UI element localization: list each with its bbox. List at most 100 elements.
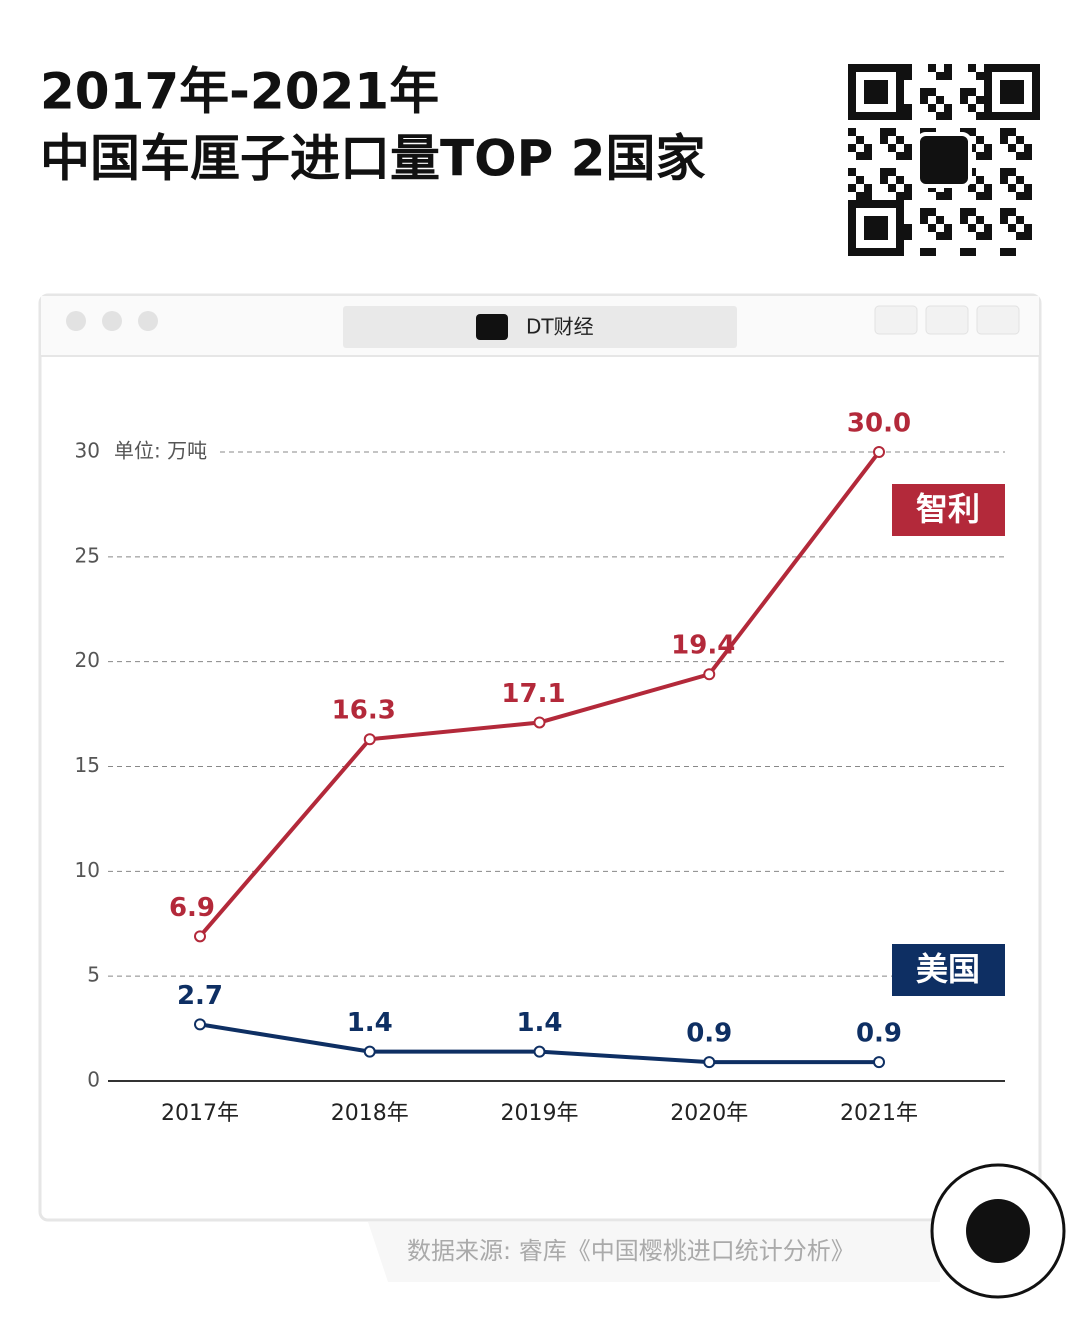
qr-cell (968, 64, 976, 72)
qr-cell (888, 144, 896, 152)
qr-cell (888, 168, 896, 176)
qr-cell (904, 104, 912, 112)
y-tick-label: 15 (75, 753, 100, 777)
qr-cell (960, 216, 968, 224)
qr-cell (880, 176, 888, 184)
qr-cell (968, 88, 976, 96)
qr-cell (936, 232, 944, 240)
qr-cell (976, 136, 984, 144)
qr-cell (1016, 152, 1024, 160)
qr-cell (984, 152, 992, 160)
qr-cell (896, 152, 904, 160)
window-button[interactable] (66, 311, 86, 331)
qr-cell (1008, 128, 1016, 136)
qr-cell (1000, 168, 1008, 176)
qr-cell (968, 248, 976, 256)
qr-cell (880, 168, 888, 176)
qr-cell (1000, 136, 1008, 144)
qr-code (848, 64, 1040, 256)
qr-cell (976, 72, 984, 80)
value-label: 6.9 (169, 893, 215, 923)
qr-cell (920, 208, 928, 216)
qr-cell (944, 104, 952, 112)
qr-cell (944, 64, 952, 72)
value-label: 19.4 (671, 631, 735, 661)
qr-cell (944, 72, 952, 80)
qr-cell (944, 192, 952, 200)
source: 数据来源: 睿库《中国樱桃进口统计分析》 (407, 1237, 855, 1265)
qr-cell (848, 128, 856, 136)
qr-cell (920, 128, 928, 136)
qr-cell (968, 184, 976, 192)
toolbar-button[interactable] (874, 305, 918, 335)
qr-cell (984, 224, 992, 232)
qr-cell (928, 224, 936, 232)
y-tick-label: 0 (87, 1068, 100, 1092)
qr-cell (1024, 232, 1032, 240)
y-tick-label: 30 (75, 439, 100, 463)
value-label: 16.3 (332, 696, 396, 726)
qr-cell (976, 216, 984, 224)
qr-cell (976, 176, 984, 184)
x-tick-label: 2019年 (501, 1101, 579, 1126)
legend-label: 美国 (916, 950, 980, 988)
legend-box (892, 944, 1005, 996)
qr-cell (1000, 128, 1008, 136)
qr-cell (888, 184, 896, 192)
qr-cell (1024, 192, 1032, 200)
qr-cell (856, 176, 864, 184)
qr-cell (976, 152, 984, 160)
qr-cell (936, 112, 944, 120)
qr-cell (864, 184, 872, 192)
y-tick-label: 10 (75, 858, 100, 882)
qr-cell (904, 64, 912, 72)
qr-cell (960, 128, 968, 136)
qr-cell (1016, 136, 1024, 144)
value-label: 2.7 (177, 981, 223, 1011)
qr-cell (968, 104, 976, 112)
qr-cell (928, 248, 936, 256)
point (533, 1045, 546, 1058)
qr-cell (944, 112, 952, 120)
x-tick-label: 2017年 (161, 1101, 239, 1126)
qr-cell (1024, 144, 1032, 152)
qr-cell (1024, 224, 1032, 232)
qr-cell (904, 224, 912, 232)
point (873, 446, 885, 458)
point (873, 1056, 885, 1069)
qr-cell (960, 96, 968, 104)
value-label: 30.0 (847, 409, 911, 439)
x-tick-label: 2021年 (840, 1101, 918, 1126)
qr-cell (1000, 248, 1008, 256)
qr-cell (920, 88, 928, 96)
title-line: 中国车厘子进口量TOP 2国家 (40, 130, 705, 188)
qr-cell (904, 144, 912, 152)
legend-box (892, 484, 1005, 536)
window-title: DT财经 (526, 315, 594, 339)
qr-cell (896, 136, 904, 144)
qr-cell (880, 128, 888, 136)
address-bar (343, 306, 737, 348)
qr-cell (920, 216, 928, 224)
qr-cell (1016, 216, 1024, 224)
brand-icon (476, 314, 508, 340)
qr-cell (968, 208, 976, 216)
qr-cell (856, 192, 864, 200)
qr-cell (904, 232, 912, 240)
qr-cell (1024, 152, 1032, 160)
toolbar-button[interactable] (925, 305, 969, 335)
toolbar-button[interactable] (976, 305, 1020, 335)
qr-cell (968, 128, 976, 136)
qr-cell (904, 72, 912, 80)
qr-cell (936, 96, 944, 104)
qr-cell (976, 192, 984, 200)
qr-cell (1016, 176, 1024, 184)
window-button[interactable] (102, 311, 122, 331)
point (194, 930, 206, 943)
window-button[interactable] (138, 311, 158, 331)
legend-label: 智利 (916, 490, 980, 528)
qr-cell (960, 248, 968, 256)
qr-cell (936, 72, 944, 80)
qr-cell (864, 144, 872, 152)
value-label: 1.4 (516, 1008, 562, 1038)
